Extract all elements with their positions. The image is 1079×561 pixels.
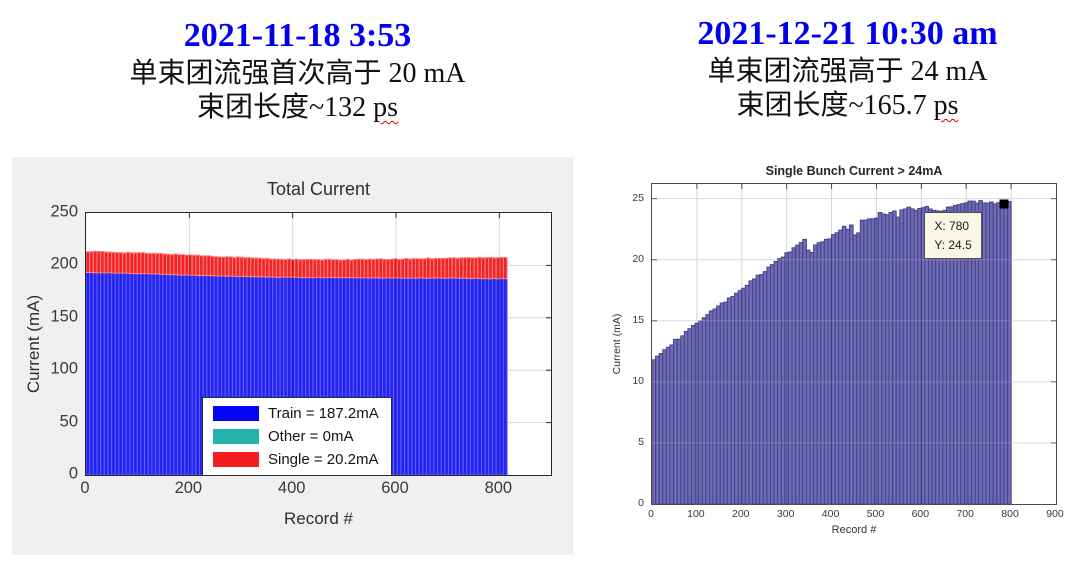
left-header-bunch-length: 束团长度~132 (196, 91, 374, 123)
x-tick-label: 800 (484, 479, 513, 497)
x-tick-label: 500 (866, 508, 885, 520)
single-bunch-xlabel: Record # (831, 524, 877, 536)
x-tick-label: 600 (911, 508, 930, 520)
left-header-line2: 束团长度~132 ps (15, 91, 580, 125)
total-current-title: Total Current (266, 179, 371, 199)
x-tick-label: 900 (1046, 508, 1064, 520)
y-tick-label: 20 (632, 252, 644, 265)
left-header: 2021-11-18 3:53 单束团流强首次高于 20 mA 束团长度~132… (15, 16, 580, 125)
y-tick-label: 10 (632, 374, 644, 387)
legend-label: Single = 20.2mA (268, 451, 379, 468)
datatip-x-value: X: 780 (934, 219, 970, 234)
right-header-line1: 单束团流强高于 24 mA (707, 55, 988, 87)
y-tick-label: 5 (638, 435, 644, 448)
y-tick-label: 15 (632, 313, 644, 326)
x-tick-label: 700 (956, 508, 974, 520)
x-tick-label: 100 (687, 508, 705, 520)
x-tick-label: 400 (821, 508, 840, 520)
total-current-legend: Train = 187.2mA Other = 0mA Single = 20.2m… (202, 397, 392, 476)
right-header-datetime: 2021-12-21 10:30 am (697, 15, 998, 52)
legend-row: Other = 0mA (213, 428, 379, 445)
x-tick-label: 600 (381, 479, 409, 497)
right-header-unit: ps (933, 89, 959, 121)
total-current-plot: Train = 187.2mA Other = 0mA Single = 20.2m… (85, 212, 552, 476)
legend-row: Train = 187.2mA (213, 405, 379, 422)
x-tick-label: 0 (80, 479, 90, 497)
y-tick-label: 100 (50, 359, 78, 378)
legend-label: Other = 0mA (268, 428, 354, 445)
datatip-marker (999, 199, 1009, 209)
legend-swatch (213, 452, 259, 467)
x-tick-label: 400 (277, 479, 306, 497)
y-tick-label: 50 (59, 412, 78, 431)
y-tick-label: 0 (68, 464, 78, 483)
single-bunch-title: Single Bunch Current > 24mA (765, 164, 943, 178)
y-tick-label: 25 (632, 191, 644, 204)
legend-swatch (213, 429, 259, 444)
total-current-figure: Total Current Current (mA) Train = 187.2… (12, 157, 573, 555)
left-header-line1: 单束团流强首次高于 20 mA (129, 57, 466, 89)
right-header-bunch-length: 束团长度~165.7 (736, 89, 934, 121)
x-tick-label: 0 (648, 508, 654, 520)
y-tick-label: 200 (50, 254, 78, 273)
legend-label: Train = 187.2mA (268, 405, 379, 422)
total-current-xlabel: Record # (284, 509, 353, 528)
x-tick-label: 800 (1001, 508, 1019, 520)
left-header-unit: ps (373, 91, 399, 123)
single-bunch-figure: Single Bunch Current > 24mA Current (mA)… (600, 160, 1075, 558)
total-current-ylabel: Current (mA) (24, 294, 43, 394)
left-header-datetime: 2021-11-18 3:53 (183, 17, 412, 54)
x-tick-label: 200 (732, 508, 750, 520)
right-header-line2: 束团长度~165.7 ps (625, 89, 1070, 123)
single-bunch-ylabel: Current (mA) (611, 313, 623, 375)
y-tick-label: 0 (638, 497, 644, 509)
y-tick-label: 250 (50, 202, 78, 221)
single-bunch-plot: X: 780 Y: 24.5 (651, 183, 1057, 505)
datatip-y-value: Y: 24.5 (934, 237, 972, 252)
legend-row: Single = 20.2mA (213, 451, 379, 468)
y-tick-label: 150 (50, 307, 78, 326)
x-tick-label: 200 (174, 479, 203, 497)
right-header: 2021-12-21 10:30 am 单束团流强高于 24 mA 束团长度~1… (625, 14, 1070, 123)
legend-swatch (213, 406, 259, 421)
x-tick-label: 300 (776, 508, 795, 520)
datatip-box: X: 780 Y: 24.5 (924, 212, 982, 260)
